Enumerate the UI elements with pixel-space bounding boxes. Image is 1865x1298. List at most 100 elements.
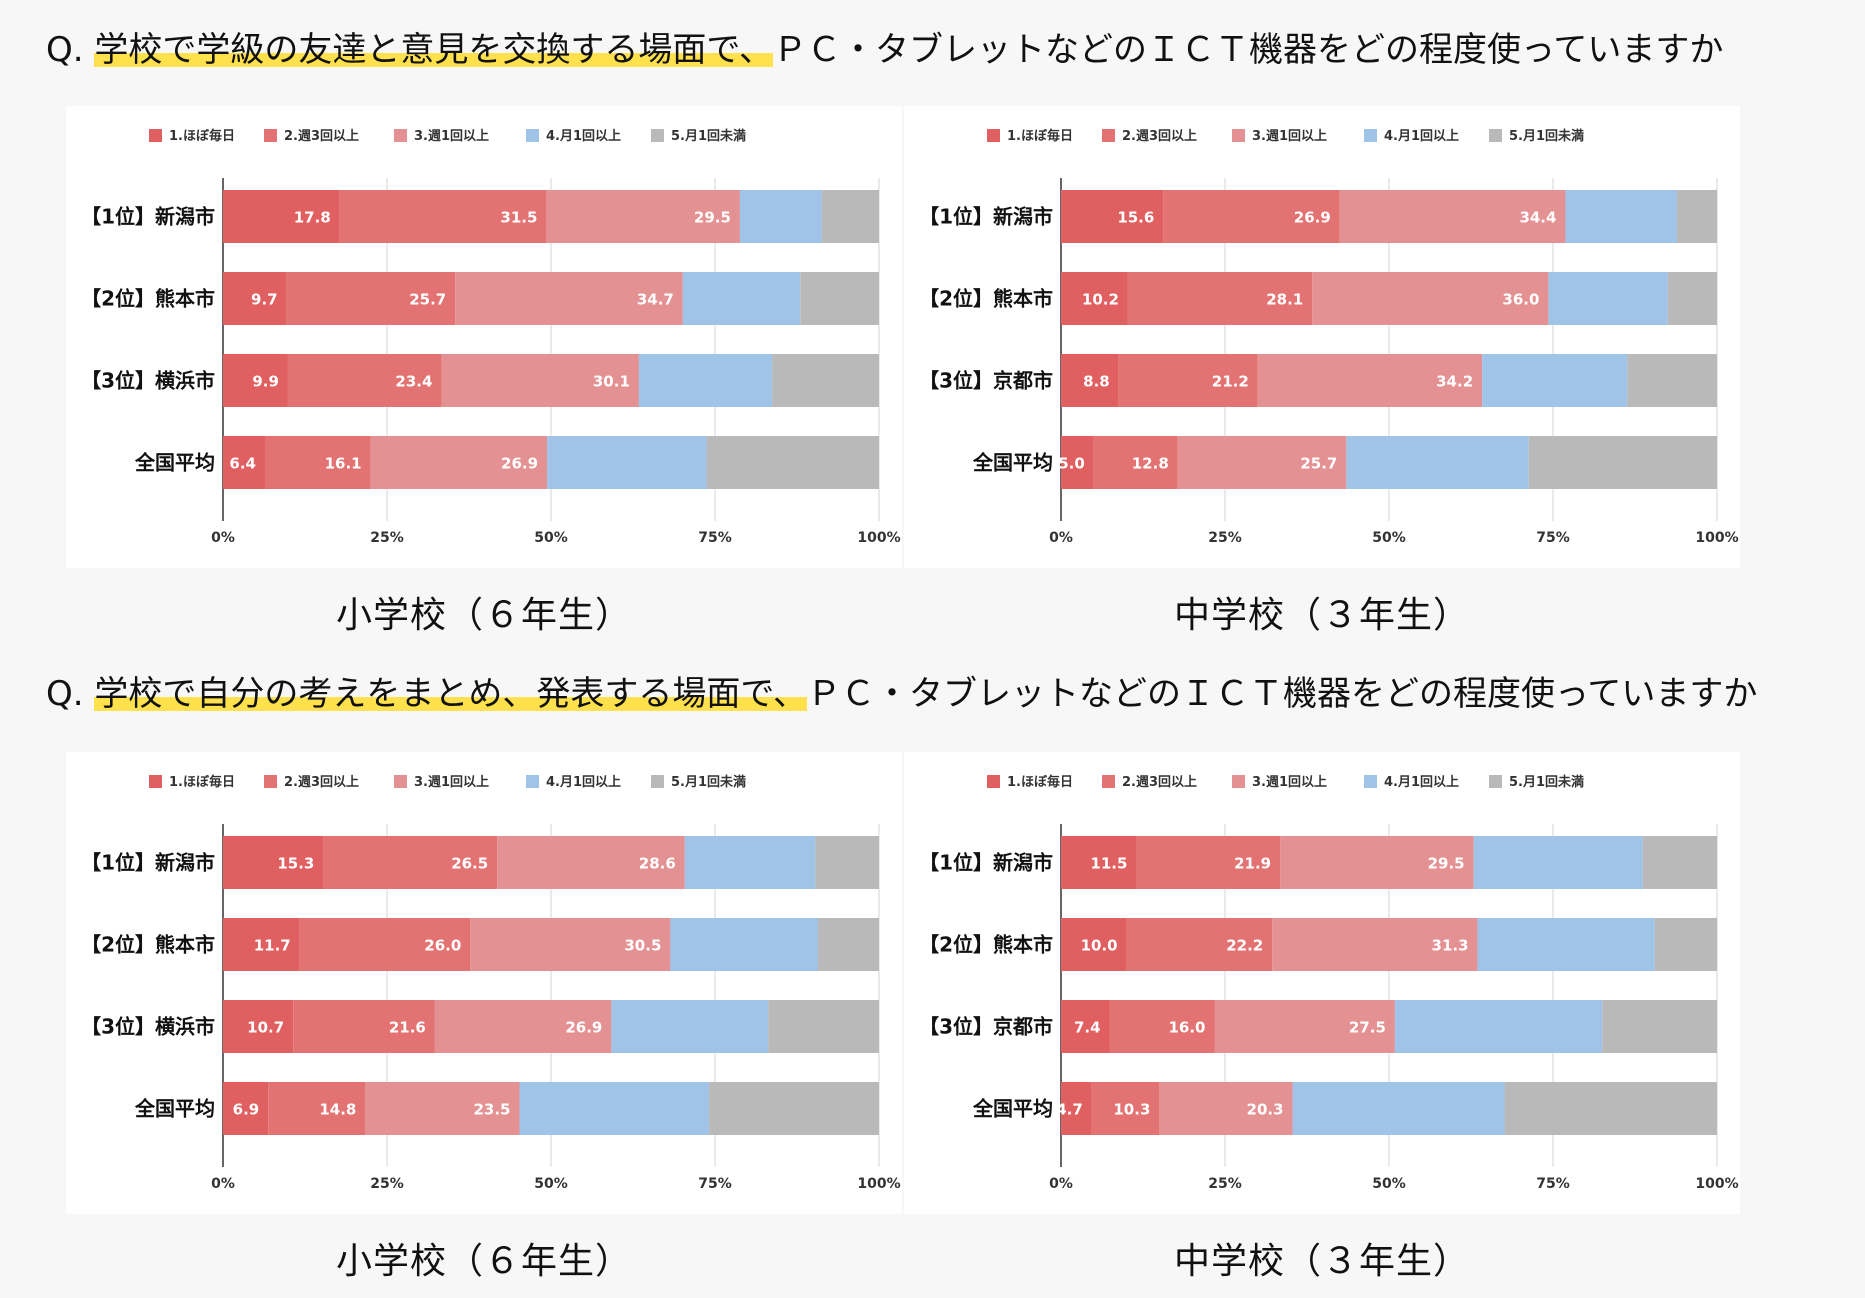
data-label: 25.7 xyxy=(1300,455,1337,473)
bar-segment xyxy=(1676,190,1717,243)
legend-swatch xyxy=(1489,775,1502,788)
bar-segment xyxy=(1061,272,1128,325)
bar-segment xyxy=(1159,1082,1293,1135)
data-label: 26.5 xyxy=(451,855,488,873)
legend-swatch xyxy=(987,129,1000,142)
data-label: 30.1 xyxy=(593,373,630,391)
chart-legend: 1.ほぼ毎日 2.週3回以上 3.週1回以上 4.月1回以上 5.月1回未満 xyxy=(149,774,746,790)
bars: 【1位】新潟市 15.3 26.5 28.6 【2位】熊本市 11.7 26.0 30.5 【3… xyxy=(81,836,879,1135)
bar-segment xyxy=(441,354,639,407)
bar-segment xyxy=(223,918,300,971)
bars: 【1位】新潟市 11.5 21.9 29.5 【2位】熊本市 10.0 22.2 31.3 【3… xyxy=(919,836,1717,1135)
legend-label: 4.月1回以上 xyxy=(546,775,621,790)
bar-segment xyxy=(1127,272,1313,325)
bar-segment xyxy=(1654,918,1717,971)
data-label: 21.9 xyxy=(1234,855,1271,873)
bar-segment xyxy=(817,918,879,971)
legend-swatch xyxy=(1102,775,1115,788)
stacked-bar-chart: 1.ほぼ毎日 2.週3回以上 3.週1回以上 4.月1回以上 5.月1回未満 0% 25% 5… xyxy=(81,774,901,1192)
bar-segment xyxy=(223,1000,294,1053)
x-tick-label: 25% xyxy=(370,530,404,546)
legend-label: 2.週3回以上 xyxy=(284,775,359,790)
data-label: 17.8 xyxy=(294,209,331,227)
bar-segment xyxy=(1548,272,1668,325)
chart-legend: 1.ほぼ毎日 2.週3回以上 3.週1回以上 4.月1回以上 5.月1回未満 xyxy=(987,774,1584,790)
data-label: 10.7 xyxy=(247,1019,284,1037)
legend-swatch xyxy=(264,775,277,788)
legend-swatch xyxy=(1364,129,1377,142)
legend-label: 3.週1回以上 xyxy=(414,129,489,144)
bar-segment xyxy=(1091,1082,1160,1135)
data-label: 27.5 xyxy=(1349,1019,1386,1037)
bar-segment xyxy=(768,1000,879,1053)
data-label: 9.7 xyxy=(251,291,278,309)
category-label: 【1位】新潟市 xyxy=(919,851,1053,875)
bar-segment xyxy=(1280,836,1474,889)
bar-segment xyxy=(1061,1000,1110,1053)
bar-segment xyxy=(1061,190,1164,243)
data-label: 29.5 xyxy=(1428,855,1465,873)
bar-segment xyxy=(1339,190,1566,243)
chart-panel: 1.ほぼ毎日 2.週3回以上 3.週1回以上 4.月1回以上 5.月1回未満 0% 25% 5… xyxy=(66,752,902,1214)
question-2-prefix: Q. xyxy=(46,674,95,714)
bar-segment xyxy=(1292,1082,1505,1135)
x-tick-label: 75% xyxy=(1536,1176,1570,1192)
legend-label: 3.週1回以上 xyxy=(1252,129,1327,144)
x-tick-label: 0% xyxy=(211,1176,235,1192)
data-label: 14.8 xyxy=(319,1101,356,1119)
data-label: 22.2 xyxy=(1226,937,1263,955)
chart-legend: 1.ほぼ毎日 2.週3回以上 3.週1回以上 4.月1回以上 5.月1回未満 xyxy=(149,128,746,144)
bar-segment xyxy=(293,1000,435,1053)
bar-segment xyxy=(223,1082,269,1135)
bar-segment xyxy=(815,836,879,889)
data-label: 36.0 xyxy=(1502,291,1539,309)
chart-panel: 1.ほぼ毎日 2.週3回以上 3.週1回以上 4.月1回以上 5.月1回未満 0% 25% 5… xyxy=(66,106,902,568)
chart-panel: 1.ほぼ毎日 2.週3回以上 3.週1回以上 4.月1回以上 5.月1回未満 0% 25% 5… xyxy=(904,106,1740,568)
bar-segment xyxy=(1109,1000,1215,1053)
x-tick-label: 100% xyxy=(1695,1176,1738,1192)
x-tick-label: 25% xyxy=(1208,1176,1242,1192)
chart-legend: 1.ほぼ毎日 2.週3回以上 3.週1回以上 4.月1回以上 5.月1回未満 xyxy=(987,128,1584,144)
bar-segment xyxy=(434,1000,612,1053)
bar-segment xyxy=(286,272,456,325)
bar-segment xyxy=(547,436,707,489)
x-tick-label: 0% xyxy=(211,530,235,546)
bar-segment xyxy=(800,272,879,325)
data-label: 34.2 xyxy=(1436,373,1473,391)
bar-segment xyxy=(455,272,683,325)
data-label: 9.9 xyxy=(252,373,279,391)
category-label: 【2位】熊本市 xyxy=(919,287,1053,311)
bar-segment xyxy=(287,354,442,407)
bar-segment xyxy=(670,918,818,971)
bar-segment xyxy=(223,354,288,407)
data-label: 8.8 xyxy=(1083,373,1110,391)
legend-swatch xyxy=(1232,129,1245,142)
legend-swatch xyxy=(149,775,162,788)
bar-segment xyxy=(223,836,324,889)
bar-segment xyxy=(1093,436,1178,489)
data-label: 15.3 xyxy=(277,855,314,873)
bar-segment xyxy=(223,436,265,489)
x-tick-label: 50% xyxy=(534,530,568,546)
chart-caption: 小学校（６年生） xyxy=(335,595,632,636)
bar-segment xyxy=(519,1082,710,1135)
bar-segment xyxy=(1346,436,1529,489)
data-label: 11.5 xyxy=(1090,855,1127,873)
legend-label: 3.週1回以上 xyxy=(1252,775,1327,790)
legend-label: 4.月1回以上 xyxy=(1384,775,1459,790)
bar-segment xyxy=(739,190,822,243)
x-tick-label: 0% xyxy=(1049,1176,1073,1192)
category-label: 【1位】新潟市 xyxy=(81,205,215,229)
bar-segment xyxy=(1118,354,1258,407)
data-label: 28.6 xyxy=(639,855,676,873)
legend-label: 2.週3回以上 xyxy=(1122,775,1197,790)
legend-swatch xyxy=(1364,775,1377,788)
x-tick-label: 100% xyxy=(1695,530,1738,546)
bar-segment xyxy=(1394,1000,1603,1053)
category-label: 【1位】新潟市 xyxy=(919,205,1053,229)
category-label: 【2位】熊本市 xyxy=(81,287,215,311)
bar-segment xyxy=(1061,436,1094,489)
legend-swatch xyxy=(394,129,407,142)
x-tick-label: 50% xyxy=(534,1176,568,1192)
bar-segment xyxy=(1528,436,1717,489)
